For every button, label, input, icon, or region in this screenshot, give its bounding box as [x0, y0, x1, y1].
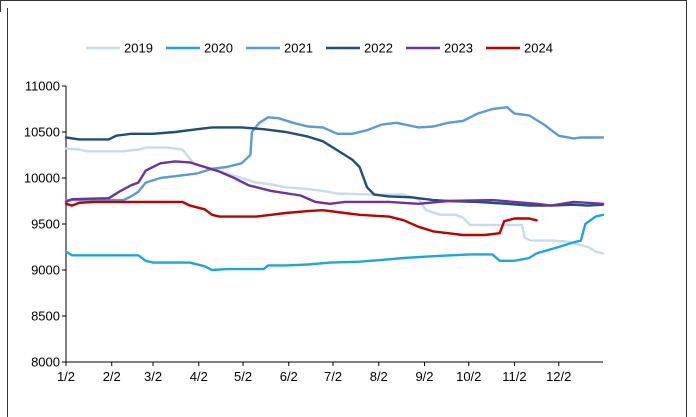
- x-tick-label: 1/2: [57, 369, 75, 384]
- series-line-2021: [64, 105, 605, 202]
- frame-top-border: [0, 0, 686, 1]
- x-tick-label: 6/2: [280, 369, 298, 384]
- series-line-2023: [64, 160, 605, 207]
- x-tick-label: 11/2: [502, 369, 526, 384]
- y-tick-label: 8500: [31, 309, 60, 324]
- chart-legend: 2019 2020 2021 2022 2023 2024: [86, 41, 553, 56]
- legend-label-2023: 2023: [444, 41, 473, 56]
- x-tick-label: 2/2: [103, 369, 121, 384]
- x-tick-label: 10/2: [456, 369, 481, 384]
- y-tick-label: 10500: [24, 125, 60, 140]
- legend-label-2019: 2019: [124, 41, 153, 56]
- series-line-2024: [64, 200, 538, 237]
- y-tick-label: 9500: [31, 217, 60, 232]
- y-tick-label: 11000: [25, 79, 60, 94]
- y-tick-label: 9000: [31, 263, 60, 278]
- series-line-2019: [64, 146, 605, 255]
- legend-label-2021: 2021: [284, 41, 313, 56]
- series-line-2020: [64, 213, 605, 272]
- x-tick-label: 4/2: [190, 369, 208, 384]
- legend-label-2020: 2020: [204, 41, 233, 56]
- x-tick-label: 8/2: [370, 369, 388, 384]
- frame-right-border: [686, 0, 687, 417]
- x-tick-label: 3/2: [144, 369, 162, 384]
- legend-label-2022: 2022: [364, 41, 393, 56]
- y-tick-label: 8000: [31, 355, 60, 370]
- series-layer: [64, 105, 605, 272]
- y-tick-label: 10000: [24, 171, 60, 186]
- frame-left-rule: [7, 8, 8, 417]
- frame-left-border: [0, 0, 1, 12]
- x-tick-label: 7/2: [324, 369, 342, 384]
- chart-axes: 8000 8500 9000 9500 10000 10500 11000 1/2 2/2 3/2…: [24, 79, 603, 384]
- x-tick-label: 9/2: [415, 369, 433, 384]
- series-line-2022: [64, 126, 605, 207]
- x-tick-label: 12/2: [546, 369, 571, 384]
- legend-label-2024: 2024: [524, 41, 553, 56]
- x-tick-label: 5/2: [234, 369, 252, 384]
